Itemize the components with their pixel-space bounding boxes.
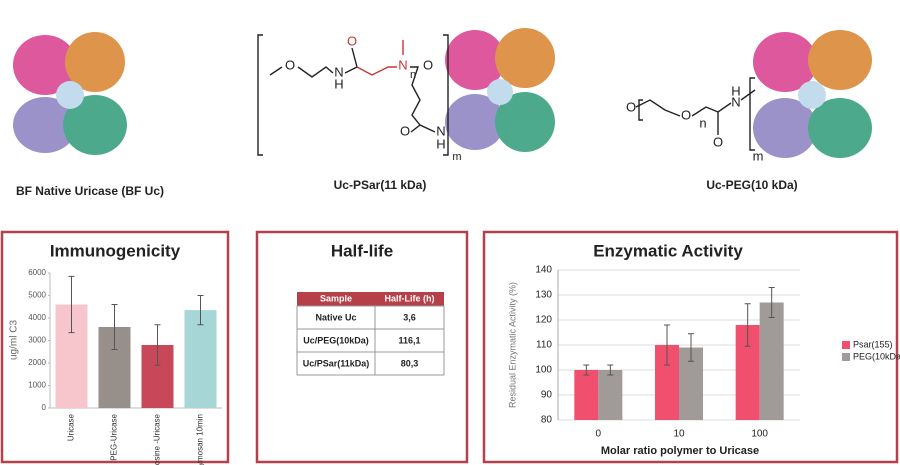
molecule-label: Uc-PEG(10 kDa)	[706, 178, 797, 192]
protein-psar	[445, 28, 555, 152]
table-cell: Uc/PSar(11kDa)	[303, 358, 370, 368]
atom: O	[400, 123, 410, 138]
x-tick-label: 0	[596, 429, 602, 440]
bar	[574, 370, 599, 420]
atom: H	[436, 136, 445, 151]
y-tick-label: 3000	[28, 336, 46, 345]
y-tick-label: 0	[42, 403, 47, 412]
y-tick-label: 110	[536, 340, 552, 351]
error-bar	[583, 364, 590, 376]
bar	[184, 310, 217, 408]
atom: N	[731, 94, 740, 109]
chart-title: Enzymatic Activity	[593, 241, 743, 260]
table-header: Sample	[320, 293, 352, 303]
y-tick-label: 120	[535, 315, 552, 326]
error-bar	[688, 333, 694, 362]
table-header-bg	[297, 292, 444, 306]
y-tick-label: 90	[541, 390, 553, 401]
table-cell: 116,1	[398, 335, 420, 345]
table-header: Half-Life (h)	[385, 293, 435, 303]
atom: m	[753, 148, 764, 163]
peg-bonds	[635, 77, 756, 151]
y-tick-label: 5000	[28, 291, 46, 300]
atom: O	[626, 99, 636, 114]
atom: H	[334, 76, 343, 91]
legend-label: PEG(10kDa)	[853, 351, 900, 361]
error-bar	[664, 324, 670, 366]
error-bar	[768, 287, 775, 318]
x-tick-label: Sarcosine -Uricase	[153, 413, 162, 465]
protein-native	[13, 32, 127, 155]
atom: O	[347, 33, 357, 48]
atom: N	[334, 64, 343, 79]
atom: N	[436, 123, 445, 138]
error-bar	[111, 304, 118, 350]
y-tick-label: 130	[535, 290, 552, 301]
x-tick-label: Zymosan 10min	[196, 414, 205, 465]
molecule-label: BF Native Uricase (BF Uc)	[16, 184, 164, 198]
error-bar	[744, 303, 751, 347]
table-cell: 80,3	[401, 358, 419, 368]
psar-bonds	[257, 34, 449, 156]
x-axis-label: Molar ratio polymer to Uricase	[601, 445, 759, 457]
y-tick-label: 2000	[28, 358, 46, 367]
atom: O	[681, 107, 691, 122]
y-tick-label: 1000	[28, 381, 46, 390]
y-tick-label: 140	[535, 265, 552, 276]
atom: O	[423, 57, 433, 72]
chart-title: Immunogenicity	[50, 241, 181, 260]
error-bar	[197, 295, 204, 326]
legend-label: Psar(155)	[853, 339, 893, 349]
y-tick-label: 6000	[28, 268, 46, 277]
atom: O	[713, 134, 723, 149]
x-tick-label: PEG-Uricase	[110, 413, 119, 460]
atom: N	[398, 57, 407, 72]
y-tick-label: 80	[541, 415, 553, 426]
bar	[759, 302, 784, 420]
molecule-label: Uc-PSar(11 kDa)	[334, 178, 427, 192]
y-axis-label: ug/ml C3	[9, 320, 20, 360]
table-row	[296, 351, 445, 376]
x-tick-label: Uricase	[67, 413, 76, 441]
bar	[598, 370, 623, 420]
protein-peg	[753, 30, 872, 158]
table-cell: Native Uc	[315, 312, 356, 322]
atom: O	[285, 57, 295, 72]
x-tick-label: 100	[751, 429, 768, 440]
atom: m	[452, 151, 461, 163]
atom: n	[410, 69, 416, 81]
error-bar	[154, 324, 161, 366]
legend-swatch	[842, 353, 850, 361]
panel	[482, 230, 899, 464]
y-tick-label: 100	[535, 365, 552, 376]
atom: H	[731, 83, 740, 98]
error-bar	[607, 364, 614, 376]
x-tick-label: 10	[673, 429, 685, 440]
table-cell: Uc/PEG(10kDa)	[303, 335, 369, 345]
panel	[0, 230, 230, 464]
error-bar	[68, 275, 75, 334]
panel	[255, 230, 469, 464]
table-title: Half-life	[331, 241, 393, 260]
atom: n	[699, 115, 706, 130]
y-tick-label: 4000	[28, 313, 46, 322]
legend-swatch	[842, 341, 850, 349]
table-cell: 3,6	[403, 312, 416, 322]
y-axis-label: Residual Enzymatic Activity (%)	[507, 282, 517, 408]
